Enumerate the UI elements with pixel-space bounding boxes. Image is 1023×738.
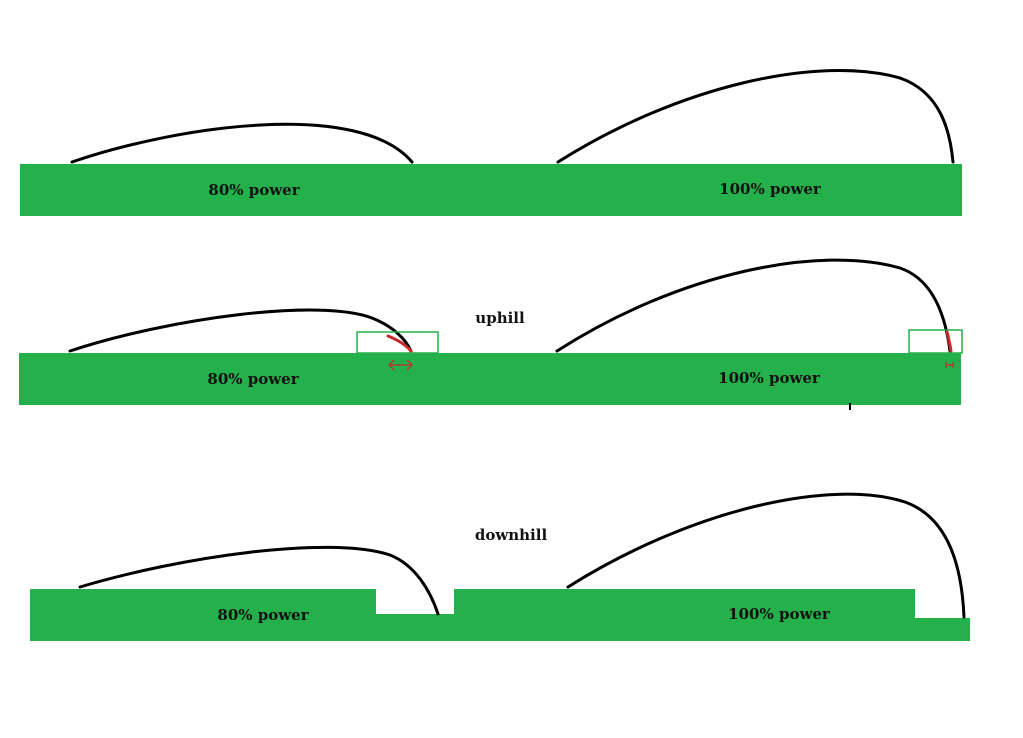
downhill-label-80: 80% power [217,606,309,624]
uphill-target-box-left [356,331,439,354]
downhill-trajectory-80 [78,545,440,616]
flat-label-100: 100% power [719,180,822,198]
downhill-panel: downhill 80% power 100% power [30,492,970,641]
uphill-label-100: 100% power [718,369,821,387]
flat-label-80: 80% power [208,181,300,199]
uphill-shortfall-arc-left [386,334,413,353]
downhill-trajectory-100 [566,492,966,619]
downhill-ground [30,589,970,641]
flat-panel: 80% power 100% power [20,69,962,216]
uphill-shortfall-arrow-right [945,362,954,368]
uphill-trajectory-100 [555,258,952,353]
downhill-label-100: 100% power [728,605,831,623]
uphill-target-box-right [908,329,963,354]
flat-ground [20,164,962,216]
uphill-shortfall-arc-right [945,330,953,353]
uphill-panel: uphill 80% power 100% power [19,258,963,410]
uphill-label-80: 80% power [207,370,299,388]
uphill-title: uphill [475,309,525,327]
flat-trajectory-80 [70,122,414,164]
uphill-ground [19,353,961,405]
uphill-trajectory-80 [68,308,413,353]
uphill-shortfall-arrow-left [388,359,413,371]
flat-trajectory-100 [556,69,955,164]
downhill-title: downhill [475,526,548,544]
